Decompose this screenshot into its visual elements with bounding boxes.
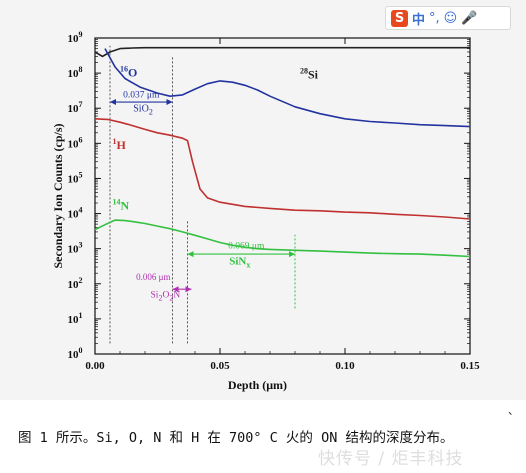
x-tick-label: 0.15 [460, 360, 480, 372]
y-tick-label: 101 [68, 311, 83, 326]
corner-mark: 、 [508, 404, 519, 417]
ime-mode-label[interactable]: 中 [412, 12, 426, 28]
oxynitride-thickness-arrow-head-left [172, 286, 179, 293]
figure-panel: 100 101 102 103 104 105 106 107 108 109 0.00 0.05 0.… [0, 0, 526, 400]
x-axis-title: Depth (μm) [228, 378, 287, 392]
y-tick-label: 100 [68, 346, 83, 361]
oxide-thickness-arrow-head-left [110, 99, 116, 106]
y-axis-title: Secondary Ion Counts (cp/s) [51, 123, 65, 268]
punctuation-icon[interactable]: °, [429, 10, 440, 26]
oxynitride-layer-label: Si2O2N [151, 291, 181, 303]
nitride-thickness-label: 0.069 μm [228, 242, 265, 252]
series-line-1H [94, 118, 471, 220]
series-label-16O: 16O [120, 65, 137, 80]
series-label-1H: 1H [113, 137, 127, 152]
depth-profile-chart: 100 101 102 103 104 105 106 107 108 109 0.00 0.05 0.… [51, 30, 480, 392]
oxide-thickness-label: 0.037 μm [123, 91, 160, 101]
x-tick-label: 0.05 [210, 360, 230, 372]
y-tick-label: 103 [68, 241, 83, 256]
oxide-layer-label: SiO2 [133, 104, 153, 117]
sogou-logo-icon[interactable]: S [391, 9, 408, 27]
y-tick-label: 108 [68, 65, 83, 80]
series-line-16O [104, 48, 471, 128]
nitride-thickness-arrow-head-right [289, 251, 295, 258]
series-label-14N: 14N [113, 198, 130, 213]
emoji-icon[interactable]: ☺ [443, 10, 458, 26]
series-line-28Si [94, 46, 470, 58]
nitride-layer-label: SiNx [229, 256, 250, 270]
y-tick-label: 104 [68, 206, 83, 221]
x-tick-label: 0.10 [335, 360, 355, 372]
oxynitride-thickness-arrow-head-right [185, 286, 192, 293]
x-tick-label: 0.00 [85, 360, 105, 372]
y-tick-label: 102 [68, 276, 83, 291]
plot-frame [94, 37, 471, 355]
y-tick-label: 105 [68, 170, 83, 185]
series-label-28Si: 28Si [300, 67, 319, 82]
series-line-14N [94, 219, 471, 258]
watermark-text: 快传号 / 炬丰科技 [318, 449, 464, 469]
y-tick-label: 107 [68, 100, 83, 115]
oxide-thickness-arrow-head-right [166, 99, 173, 106]
y-tick-label: 109 [68, 30, 83, 45]
nitride-thickness-arrow-head-left [187, 251, 194, 258]
figure-caption: 图 1 所示。Si, O, N 和 H 在 700° C 火的 ON 结构的深度… [18, 430, 454, 446]
ime-toolbar[interactable]: S 中 °, ☺ 🎤 [385, 6, 511, 30]
y-tick-label: 106 [68, 135, 83, 150]
microphone-icon[interactable]: 🎤 [461, 10, 478, 26]
oxynitride-thickness-label: 0.006 μm [136, 272, 170, 282]
